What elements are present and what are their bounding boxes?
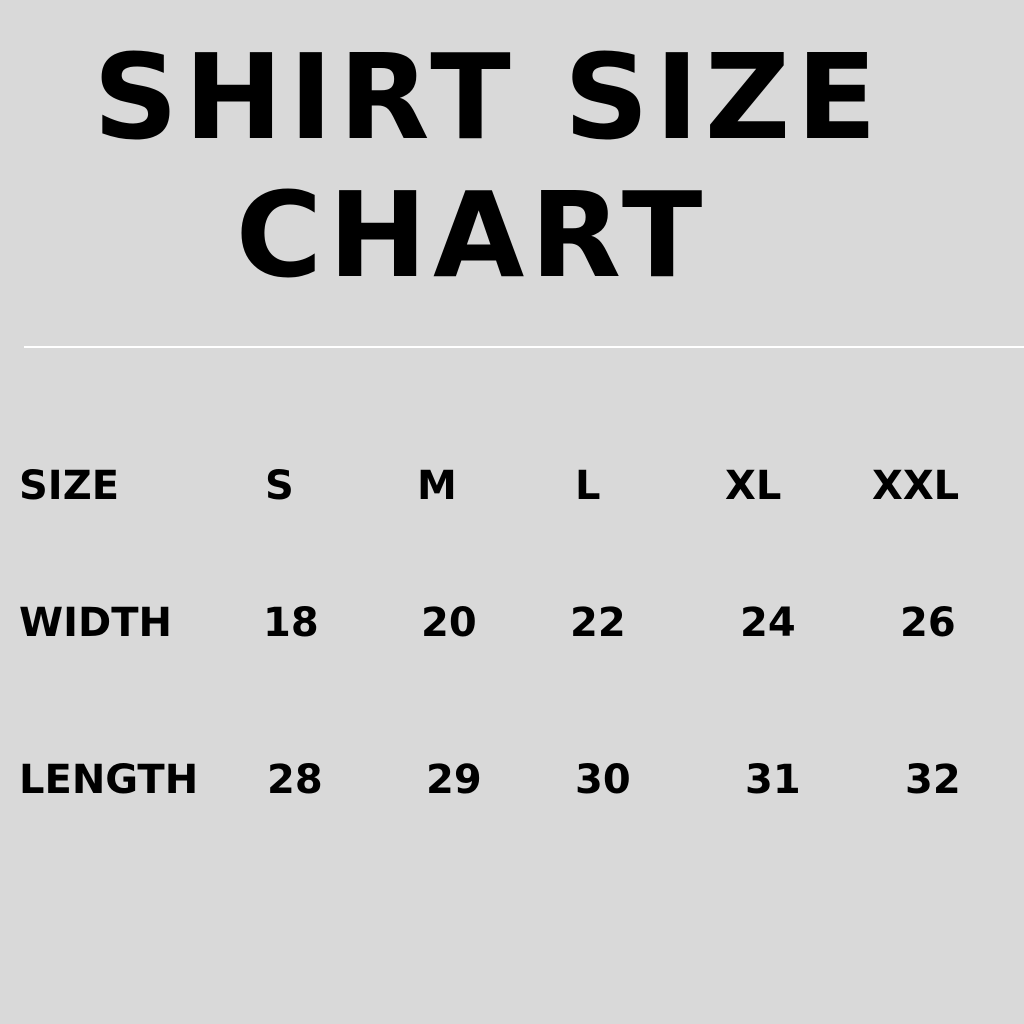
table-cell: S bbox=[265, 463, 294, 509]
table-cell: 22 bbox=[570, 600, 626, 646]
page-title-line-2: CHART bbox=[235, 166, 709, 304]
table-cell: 20 bbox=[421, 600, 477, 646]
table-cell: 32 bbox=[905, 757, 961, 803]
row-label: SIZE bbox=[19, 463, 120, 509]
table-cell: 29 bbox=[426, 757, 482, 803]
table-cell: 24 bbox=[740, 600, 796, 646]
table-cell: XL bbox=[725, 463, 782, 509]
page-title-line-1: SHIRT SIZE bbox=[93, 28, 883, 166]
row-label: LENGTH bbox=[19, 757, 199, 803]
table-cell: 18 bbox=[263, 600, 319, 646]
row-label: WIDTH bbox=[19, 600, 172, 646]
table-cell: 26 bbox=[900, 600, 956, 646]
table-cell: 31 bbox=[745, 757, 801, 803]
table-cell: M bbox=[417, 463, 457, 509]
table-cell: 28 bbox=[267, 757, 323, 803]
table-cell: XXL bbox=[872, 463, 960, 509]
divider bbox=[24, 346, 1024, 348]
table-cell: 30 bbox=[575, 757, 631, 803]
table-cell: L bbox=[575, 463, 601, 509]
